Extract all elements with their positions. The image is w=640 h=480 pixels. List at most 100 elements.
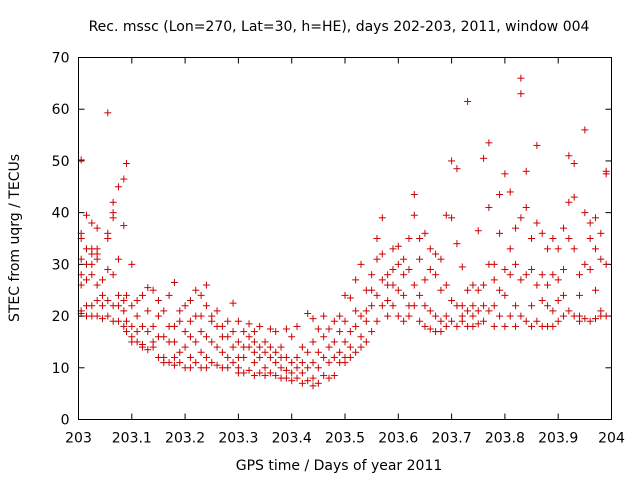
data-point <box>144 307 152 315</box>
data-point <box>528 322 536 330</box>
data-point <box>448 157 456 165</box>
data-point <box>421 302 429 310</box>
data-point <box>128 260 136 268</box>
data-point <box>432 312 440 320</box>
data-point <box>368 328 376 336</box>
data-point <box>448 214 456 222</box>
data-point <box>368 271 376 279</box>
data-point <box>261 364 269 372</box>
data-point <box>282 366 290 374</box>
data-point <box>368 286 376 294</box>
data-point <box>480 154 488 162</box>
data-point <box>549 307 557 315</box>
data-point <box>304 377 312 385</box>
data-point <box>592 315 600 323</box>
data-point <box>266 369 274 377</box>
data-point <box>416 235 424 242</box>
data-point <box>560 291 568 299</box>
data-points <box>77 74 610 390</box>
data-point <box>197 328 205 336</box>
data-point <box>330 353 338 361</box>
data-point <box>176 307 184 315</box>
data-point <box>133 297 141 305</box>
data-point <box>149 322 157 330</box>
data-point <box>144 284 152 292</box>
data-point <box>496 229 504 237</box>
data-point <box>218 322 226 330</box>
data-point <box>346 343 354 351</box>
data-point <box>104 109 112 117</box>
data-point <box>82 276 90 284</box>
data-point <box>442 211 450 219</box>
data-point <box>88 260 96 268</box>
data-point <box>506 271 514 279</box>
data-point <box>416 255 424 263</box>
data-point <box>170 278 178 286</box>
data-point <box>565 198 573 206</box>
data-point <box>93 224 101 232</box>
data-point <box>256 322 264 330</box>
data-point <box>458 263 466 271</box>
data-point <box>138 322 146 330</box>
data-point <box>528 302 536 310</box>
data-point <box>565 307 573 315</box>
data-point <box>288 377 296 385</box>
data-point <box>250 372 258 380</box>
data-point <box>453 322 461 330</box>
data-point <box>352 348 360 356</box>
data-point <box>309 382 317 390</box>
data-point <box>362 338 370 346</box>
data-point <box>405 235 413 242</box>
data-point <box>176 359 184 367</box>
data-point <box>229 343 237 351</box>
data-point <box>501 322 509 330</box>
data-point <box>528 235 536 242</box>
data-point <box>325 325 333 333</box>
data-point <box>378 276 386 284</box>
data-point <box>293 353 301 361</box>
x-tick-label: 203.2 <box>165 431 205 447</box>
data-point <box>341 317 349 325</box>
y-tick-label: 50 <box>52 154 70 170</box>
data-point <box>330 372 338 380</box>
x-tick-label: 203.1 <box>112 431 152 447</box>
data-point <box>170 338 178 346</box>
data-point <box>320 312 328 320</box>
data-point <box>496 286 504 294</box>
data-point <box>120 175 128 183</box>
data-point <box>114 317 122 325</box>
data-point <box>517 276 525 284</box>
data-point <box>154 312 162 320</box>
data-point <box>576 291 584 299</box>
data-point <box>538 229 546 237</box>
data-point <box>533 141 541 149</box>
data-point <box>288 333 296 341</box>
data-point <box>549 271 557 279</box>
data-point <box>448 297 456 305</box>
data-point <box>256 369 264 377</box>
data-point <box>512 224 520 232</box>
data-point <box>272 328 280 336</box>
plot-frame <box>78 57 612 420</box>
y-tick-label: 70 <box>52 51 70 67</box>
data-point <box>469 322 477 330</box>
data-point <box>325 343 333 351</box>
data-point <box>120 307 128 315</box>
data-point <box>250 348 258 356</box>
data-point <box>485 203 493 211</box>
data-point <box>549 322 557 330</box>
data-point <box>522 317 530 325</box>
data-point <box>384 312 392 320</box>
data-point <box>565 235 573 242</box>
data-point <box>496 312 504 320</box>
data-point <box>586 235 594 242</box>
data-point <box>490 302 498 310</box>
data-point <box>272 359 280 367</box>
data-point <box>490 260 498 268</box>
data-point <box>170 353 178 361</box>
data-point <box>373 291 381 299</box>
y-axis-ticks: 0 10 20 30 40 50 60 70 <box>52 51 612 429</box>
data-point <box>330 338 338 346</box>
data-point <box>576 317 584 325</box>
